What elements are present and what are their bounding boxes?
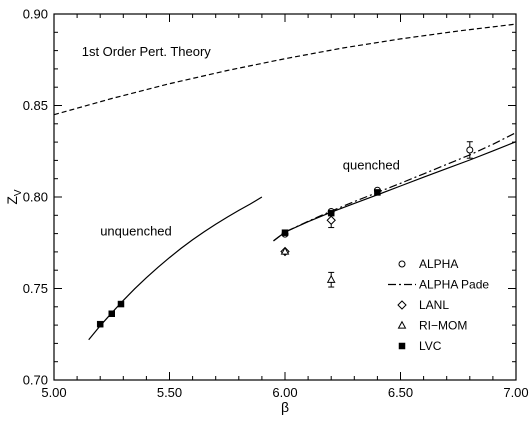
point-lvc-shape <box>96 320 104 328</box>
point-lvc <box>96 320 104 328</box>
legend-item-lvc: LVC <box>398 339 442 353</box>
legend-item-lanl: LANL <box>397 298 449 312</box>
legend-item-lvc-marker-shape <box>398 342 406 350</box>
legend-item-alpha-label: ALPHA <box>419 257 458 271</box>
point-lvc <box>327 209 335 217</box>
point-lvc-shape <box>281 229 289 236</box>
legend-item-lvc-marker <box>398 342 406 350</box>
x-tick-label: 7.00 <box>503 385 528 400</box>
curve-alpha-pade <box>273 132 517 242</box>
point-lvc <box>281 229 289 236</box>
legend-item-alpha-marker <box>398 260 406 268</box>
point-lvc <box>374 189 381 196</box>
legend-item-alpha: ALPHA <box>398 257 458 271</box>
point-lvc-shape <box>374 189 381 196</box>
axis-ticks: 5.00 5.50 6.00 6.50 7.00 0.70 0.75 0.80 0.85 0.90 <box>23 7 529 401</box>
y-tick-label: 0.90 <box>23 7 48 22</box>
y-axis-title-main: Z <box>4 196 20 205</box>
point-ri-mom-shape <box>280 246 290 255</box>
legend-item-ri-mom-marker <box>397 320 407 329</box>
point-lvc-shape <box>117 300 125 308</box>
legend: ALPHA ALPHA Pade LANL RI−MOM LVC <box>388 257 489 353</box>
curve-1st-order-pert-theory <box>53 23 517 116</box>
legend-item-lanl-marker <box>397 300 407 310</box>
legend-item-ri-mom-label: RI−MOM <box>419 319 467 333</box>
x-tick-label: 6.00 <box>272 385 297 400</box>
data-points <box>96 141 474 328</box>
y-tick-label: 0.80 <box>23 190 48 205</box>
legend-item-lanl-label: LANL <box>419 298 449 312</box>
point-ri-mom-shape <box>326 274 336 283</box>
legend-item-lanl-marker-shape <box>397 300 407 310</box>
point-lanl <box>326 215 336 225</box>
annotation-1st-order-pert-theory: 1st Order Pert. Theory <box>82 44 212 59</box>
point-ri-mom <box>326 274 336 283</box>
point-lvc-shape <box>327 209 335 217</box>
legend-item-ri-mom-marker-shape <box>397 320 407 329</box>
point-alpha <box>466 146 474 154</box>
x-axis-title: β <box>281 399 289 415</box>
legend-item-alpha-marker-shape <box>398 260 406 268</box>
x-tick-label: 5.50 <box>157 385 182 400</box>
x-tick-label: 5.00 <box>41 385 66 400</box>
point-lanl-shape <box>326 215 336 225</box>
point-lvc <box>108 310 115 318</box>
annotations: 1st Order Pert. Theory quenched unquenched <box>82 44 400 238</box>
y-tick-label: 0.85 <box>23 98 48 113</box>
y-tick-label: 0.70 <box>23 373 48 388</box>
annotation-quenched: quenched <box>343 158 400 173</box>
y-axis-title-subscript: V <box>13 189 24 196</box>
legend-item-alpha-pade-label: ALPHA Pade <box>419 278 489 292</box>
point-lvc-shape <box>108 310 115 318</box>
y-axis-title: ZV <box>4 189 24 205</box>
point-ri-mom <box>280 246 290 255</box>
point-lvc <box>117 300 125 308</box>
annotation-unquenched: unquenched <box>100 223 172 238</box>
curve-unquenched-fit <box>88 196 263 341</box>
legend-item-alpha-pade: ALPHA Pade <box>388 278 489 292</box>
curves <box>53 23 517 341</box>
y-tick-label: 0.75 <box>23 281 48 296</box>
point-alpha-shape <box>466 146 474 154</box>
legend-item-ri-mom: RI−MOM <box>397 319 467 333</box>
x-tick-label: 6.50 <box>388 385 413 400</box>
legend-item-lvc-label: LVC <box>419 339 442 353</box>
